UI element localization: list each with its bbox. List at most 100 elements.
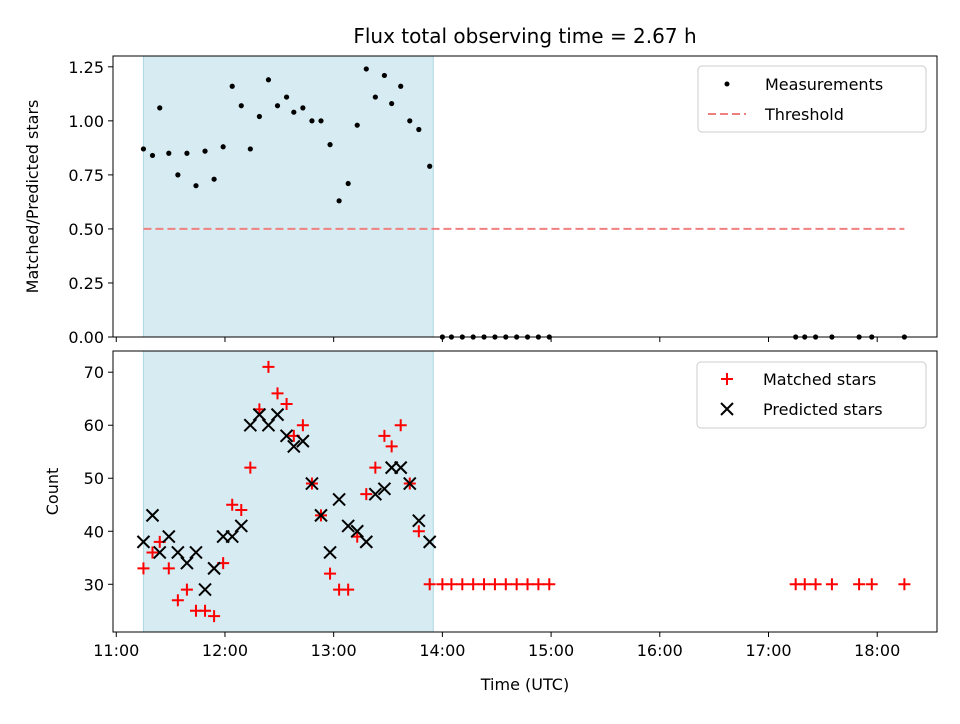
predicted-star-point bbox=[261, 418, 276, 432]
x-tick-label: 17:00 bbox=[745, 641, 791, 660]
predicted-star-point bbox=[314, 508, 328, 523]
predicted-star-point bbox=[412, 513, 426, 528]
x-tick-label: 13:00 bbox=[311, 641, 357, 660]
measurement-point bbox=[354, 122, 360, 128]
top-legend-box bbox=[697, 65, 927, 133]
matched-star-point bbox=[412, 525, 425, 538]
predicted-star-point bbox=[279, 429, 294, 443]
matched-star-point bbox=[488, 578, 501, 591]
matched-star-point bbox=[809, 578, 822, 591]
matched-star-point bbox=[199, 604, 212, 617]
x-tick-label: 14:00 bbox=[419, 641, 465, 660]
predicted-star-point bbox=[207, 561, 221, 576]
top-panel: 0.00 0.25 0.50 0.75 1.00 1.25 Matched/Predict… bbox=[23, 55, 938, 347]
top-legend: Measurements Threshold bbox=[697, 65, 927, 133]
matched-star-point bbox=[226, 498, 239, 511]
predicted-star-point bbox=[243, 418, 258, 432]
measurement-point bbox=[265, 77, 272, 83]
matched-star-point bbox=[296, 419, 309, 432]
legend-matched-marker bbox=[721, 373, 733, 385]
legend-threshold-label: Threshold bbox=[764, 105, 844, 124]
matched-star-point bbox=[360, 488, 373, 501]
y-tick-label: 40 bbox=[84, 522, 104, 541]
measurement-point bbox=[398, 83, 404, 89]
measurement-point bbox=[309, 118, 315, 124]
predicted-star-point bbox=[422, 535, 437, 549]
matched-star-point bbox=[825, 578, 838, 591]
x-tick-label: 12:00 bbox=[202, 641, 248, 660]
top-plot-frame bbox=[112, 55, 938, 338]
matched-star-point bbox=[394, 419, 407, 432]
matched-star-point bbox=[378, 429, 391, 442]
matched-star-point bbox=[385, 440, 398, 453]
predicted-star-point bbox=[350, 524, 364, 538]
matched-star-point bbox=[532, 578, 545, 591]
y-tick-label: 0.25 bbox=[68, 274, 104, 293]
measurement-point bbox=[318, 118, 324, 124]
y-tick-label: 30 bbox=[84, 575, 104, 594]
y-tick-label: 0.75 bbox=[68, 166, 104, 185]
measurement-point bbox=[157, 105, 163, 111]
predicted-star-point bbox=[225, 529, 239, 544]
predicted-star-point bbox=[270, 407, 285, 422]
predicted-star-point bbox=[341, 519, 355, 533]
legend-predicted-marker bbox=[720, 402, 734, 416]
x-tick-label: 15:00 bbox=[528, 641, 574, 660]
top-shaded-span bbox=[142, 55, 434, 338]
measurement-point bbox=[256, 113, 262, 120]
matched-star-point bbox=[162, 562, 175, 575]
top-x-axis bbox=[115, 337, 878, 342]
matched-star-point bbox=[499, 578, 512, 591]
bottom-stars-layer bbox=[136, 360, 911, 623]
matched-star-point bbox=[180, 583, 193, 596]
matched-star-point bbox=[369, 461, 382, 474]
matched-star-point bbox=[445, 578, 458, 591]
measurement-point bbox=[274, 103, 281, 109]
predicted-star-point bbox=[287, 439, 301, 454]
predicted-star-point bbox=[153, 545, 167, 560]
legend-measurement-marker bbox=[724, 81, 730, 87]
measurement-point bbox=[184, 150, 190, 156]
measurement-point bbox=[193, 183, 199, 189]
x-tick-label: 16:00 bbox=[637, 641, 683, 660]
x-tick-label: 11:00 bbox=[93, 641, 139, 660]
predicted-star-point bbox=[305, 476, 319, 491]
bottom-legend: Matched stars Predicted stars bbox=[696, 361, 927, 429]
bottom-y-axis-label: Count bbox=[43, 468, 62, 516]
predicted-star-point bbox=[252, 407, 267, 422]
predicted-star-point bbox=[394, 460, 408, 475]
legend-predicted-label: Predicted stars bbox=[763, 400, 883, 419]
predicted-star-point bbox=[368, 487, 383, 501]
matched-star-point bbox=[280, 398, 293, 411]
y-tick-label: 0.50 bbox=[68, 220, 104, 239]
matched-star-point bbox=[865, 578, 878, 591]
matched-star-point bbox=[137, 562, 150, 575]
predicted-star-point bbox=[359, 535, 373, 549]
top-y-axis: 0.00 0.25 0.50 0.75 1.00 1.25 bbox=[68, 58, 113, 347]
measurement-point bbox=[291, 109, 297, 115]
predicted-star-point bbox=[189, 545, 203, 560]
predicted-star-point bbox=[145, 508, 160, 523]
matched-star-point bbox=[146, 546, 159, 559]
y-tick-label: 50 bbox=[84, 469, 104, 488]
legend-matched-label: Matched stars bbox=[763, 370, 876, 389]
measurement-point bbox=[381, 72, 388, 79]
y-tick-label: 1.00 bbox=[68, 112, 104, 131]
predicted-star-point bbox=[296, 434, 310, 448]
y-tick-label: 60 bbox=[84, 416, 104, 435]
matched-star-point bbox=[244, 461, 257, 474]
matched-star-point bbox=[208, 610, 221, 623]
measurement-point bbox=[363, 66, 369, 72]
matched-star-point bbox=[521, 578, 534, 591]
bottom-x-axis: 11:00 12:00 13:00 14:00 15:00 16:00 17:00 18:00 bbox=[93, 632, 900, 660]
matched-star-point bbox=[467, 578, 480, 591]
matched-star-point bbox=[510, 578, 523, 591]
measurement-point bbox=[427, 163, 433, 169]
matched-star-point bbox=[171, 594, 184, 607]
measurement-point bbox=[372, 94, 378, 100]
matched-star-point bbox=[423, 578, 436, 591]
measurement-point bbox=[247, 146, 253, 152]
legend-measurements-label: Measurements bbox=[765, 75, 883, 94]
predicted-star-point bbox=[171, 545, 185, 560]
